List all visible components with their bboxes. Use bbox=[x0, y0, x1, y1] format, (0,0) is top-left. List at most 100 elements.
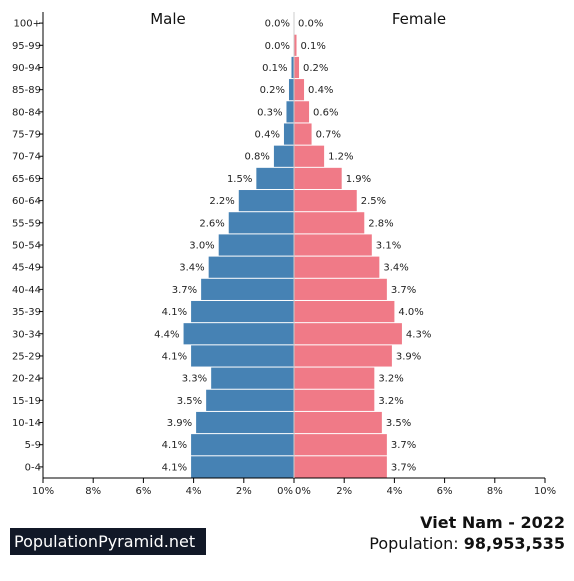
population-label: Population: bbox=[369, 534, 459, 553]
male-series-title: Male bbox=[150, 10, 186, 28]
population-total: Population: 98,953,535 bbox=[369, 534, 565, 554]
female-bar bbox=[294, 300, 395, 323]
age-group-label: 75-79 bbox=[12, 130, 41, 141]
age-group-label: 0-4 bbox=[25, 462, 41, 473]
male-value-label: 0.2% bbox=[260, 85, 285, 96]
female-value-label: 0.7% bbox=[316, 130, 341, 141]
age-group-label: 60-64 bbox=[12, 196, 41, 207]
female-bar bbox=[294, 456, 387, 478]
female-bar bbox=[294, 56, 300, 79]
x-tick-label: 2% bbox=[336, 486, 352, 497]
female-value-label: 3.7% bbox=[391, 285, 416, 296]
male-bar bbox=[191, 434, 294, 456]
male-value-label: 2.2% bbox=[209, 196, 234, 207]
age-group-label: 90-94 bbox=[12, 63, 41, 74]
female-bar bbox=[294, 212, 365, 234]
x-tick-label: 0% bbox=[277, 486, 293, 497]
female-bar bbox=[294, 323, 402, 345]
age-group-label: 85-89 bbox=[12, 85, 41, 96]
age-group-label: 25-29 bbox=[12, 351, 41, 362]
population-value: 98,953,535 bbox=[463, 534, 565, 553]
male-value-label: 0.8% bbox=[245, 152, 270, 163]
x-tick-label: 4% bbox=[186, 486, 202, 497]
age-group-label: 20-24 bbox=[12, 374, 41, 385]
female-series-title: Female bbox=[392, 10, 446, 28]
x-tick-label: 0% bbox=[295, 486, 311, 497]
age-group-label: 30-34 bbox=[12, 329, 41, 340]
male-bar bbox=[196, 411, 294, 434]
female-value-label: 3.2% bbox=[378, 374, 403, 385]
female-bar bbox=[294, 145, 325, 167]
female-value-label: 2.5% bbox=[361, 196, 386, 207]
male-value-label: 4.1% bbox=[162, 307, 187, 318]
female-value-label: 0.1% bbox=[301, 41, 326, 52]
age-group-label: 50-54 bbox=[12, 241, 41, 252]
age-group-label: 5-9 bbox=[25, 440, 41, 451]
male-bar bbox=[191, 456, 294, 478]
female-value-label: 3.9% bbox=[396, 351, 421, 362]
x-tick-label: 8% bbox=[487, 486, 503, 497]
female-bar bbox=[294, 34, 297, 56]
male-value-label: 2.6% bbox=[199, 218, 224, 229]
male-value-label: 1.5% bbox=[227, 174, 252, 185]
female-value-label: 3.2% bbox=[378, 396, 403, 407]
male-value-label: 3.4% bbox=[179, 263, 204, 274]
female-bar bbox=[294, 345, 392, 367]
male-bar bbox=[238, 190, 294, 212]
male-bar bbox=[183, 323, 294, 345]
x-tick-label: 10% bbox=[534, 486, 556, 497]
male-bar bbox=[291, 56, 294, 79]
female-bar bbox=[294, 234, 372, 256]
female-value-label: 3.5% bbox=[386, 418, 411, 429]
female-bar bbox=[294, 167, 342, 190]
female-value-label: 3.7% bbox=[391, 440, 416, 451]
female-value-label: 1.2% bbox=[328, 152, 353, 163]
country-year-title: Viet Nam - 2022 bbox=[420, 513, 565, 532]
age-group-label: 35-39 bbox=[12, 307, 41, 318]
x-tick-label: 4% bbox=[386, 486, 402, 497]
male-value-label: 4.1% bbox=[162, 462, 187, 473]
male-bar bbox=[211, 367, 294, 389]
x-tick-label: 6% bbox=[437, 486, 453, 497]
age-group-label: 40-44 bbox=[12, 285, 41, 296]
age-group-label: 65-69 bbox=[12, 174, 41, 185]
age-group-label: 55-59 bbox=[12, 218, 41, 229]
age-group-label: 15-19 bbox=[12, 396, 41, 407]
female-bar bbox=[294, 190, 357, 212]
age-group-label: 10-14 bbox=[12, 418, 41, 429]
male-value-label: 4.1% bbox=[162, 440, 187, 451]
male-bar bbox=[218, 234, 294, 256]
female-bar bbox=[294, 101, 310, 123]
x-tick-label: 8% bbox=[85, 486, 101, 497]
brand-logo[interactable]: PopulationPyramid.net bbox=[10, 528, 206, 555]
age-group-label: 100+ bbox=[14, 19, 41, 30]
male-bar bbox=[206, 389, 294, 411]
male-value-label: 0.3% bbox=[257, 107, 282, 118]
male-bar bbox=[283, 123, 294, 145]
male-bar bbox=[256, 167, 294, 190]
female-bar bbox=[294, 79, 305, 101]
female-value-label: 0.2% bbox=[303, 63, 328, 74]
male-bar bbox=[228, 212, 294, 234]
age-group-label: 70-74 bbox=[12, 152, 41, 163]
male-bar bbox=[191, 345, 294, 367]
population-pyramid-chart: 0.0% 0.0% 100+ 0.0% 0.1% 95-99 0.1% 0.2% 90-94 0.… bbox=[12, 10, 556, 497]
female-value-label: 1.9% bbox=[346, 174, 371, 185]
male-bar bbox=[273, 145, 294, 167]
female-bar bbox=[294, 367, 375, 389]
age-group-label: 80-84 bbox=[12, 107, 41, 118]
female-bar bbox=[294, 411, 382, 434]
male-bar bbox=[288, 79, 294, 101]
male-value-label: 3.9% bbox=[167, 418, 192, 429]
female-value-label: 0.6% bbox=[313, 107, 338, 118]
female-value-label: 0.4% bbox=[308, 85, 333, 96]
female-value-label: 0.0% bbox=[298, 19, 323, 30]
female-bar bbox=[294, 278, 387, 300]
male-value-label: 3.3% bbox=[182, 374, 207, 385]
male-value-label: 0.4% bbox=[255, 130, 280, 141]
x-tick-label: 2% bbox=[236, 486, 252, 497]
female-value-label: 3.4% bbox=[383, 263, 408, 274]
female-bar bbox=[294, 434, 387, 456]
female-value-label: 2.8% bbox=[368, 218, 393, 229]
male-value-label: 4.1% bbox=[162, 351, 187, 362]
